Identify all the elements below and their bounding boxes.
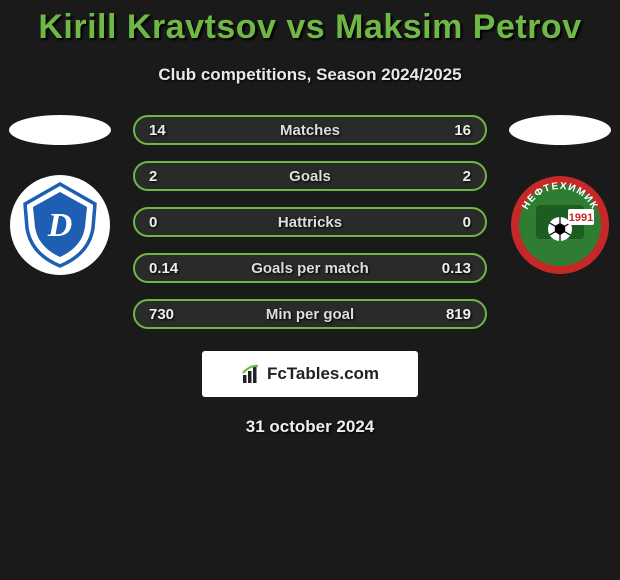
- stats-column: 14 Matches 16 2 Goals 2 0 Hattricks 0 0.…: [133, 115, 487, 329]
- fctables-label: FcTables.com: [267, 364, 379, 384]
- stat-label: Min per goal: [266, 306, 354, 323]
- stat-left-value: 0.14: [149, 260, 178, 277]
- stat-row: 0 Hattricks 0: [133, 207, 487, 237]
- stat-left-value: 0: [149, 214, 157, 231]
- stat-label: Goals: [289, 168, 331, 185]
- page-title: Kirill Kravtsov vs Maksim Petrov: [0, 0, 620, 47]
- left-flag-icon: [9, 115, 111, 145]
- stat-row: 0.14 Goals per match 0.13: [133, 253, 487, 283]
- stat-right-value: 0.13: [442, 260, 471, 277]
- svg-text:1991: 1991: [569, 212, 593, 224]
- svg-text:D: D: [47, 207, 73, 244]
- stat-left-value: 730: [149, 306, 174, 323]
- stat-left-value: 14: [149, 122, 166, 139]
- date-label: 31 october 2024: [0, 417, 620, 437]
- fctables-badge[interactable]: FcTables.com: [202, 351, 418, 397]
- right-player-side: НЕФТЕХИМИК 1991: [505, 115, 615, 275]
- stat-right-value: 819: [446, 306, 471, 323]
- left-club-logo: D: [10, 175, 110, 275]
- stat-right-value: 0: [463, 214, 471, 231]
- bar-chart-icon: [241, 363, 263, 385]
- stat-label: Matches: [280, 122, 340, 139]
- right-flag-icon: [509, 115, 611, 145]
- stat-label: Goals per match: [251, 260, 369, 277]
- dinamo-logo-icon: D: [15, 180, 105, 270]
- subtitle: Club competitions, Season 2024/2025: [0, 65, 620, 85]
- stat-right-value: 2: [463, 168, 471, 185]
- stat-row: 730 Min per goal 819: [133, 299, 487, 329]
- right-club-logo: НЕФТЕХИМИК 1991: [510, 175, 610, 275]
- stat-row: 2 Goals 2: [133, 161, 487, 191]
- neftekhimik-logo-icon: НЕФТЕХИМИК 1991: [510, 175, 610, 275]
- left-player-side: D: [5, 115, 115, 275]
- comparison-container: D 14 Matches 16 2 Goals 2 0 Hattricks 0 …: [0, 115, 620, 329]
- stat-label: Hattricks: [278, 214, 342, 231]
- stat-left-value: 2: [149, 168, 157, 185]
- stat-right-value: 16: [454, 122, 471, 139]
- stat-row: 14 Matches 16: [133, 115, 487, 145]
